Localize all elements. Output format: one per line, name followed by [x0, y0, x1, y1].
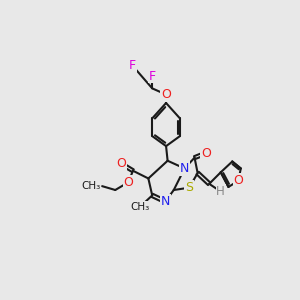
Text: N: N [180, 162, 189, 175]
Text: F: F [148, 70, 156, 83]
Text: H: H [216, 185, 225, 198]
Text: CH₃: CH₃ [81, 181, 101, 191]
Text: CH₃: CH₃ [130, 202, 149, 212]
Text: F: F [129, 59, 136, 72]
Text: O: O [161, 88, 171, 101]
Text: S: S [185, 181, 193, 194]
Text: N: N [160, 195, 170, 208]
Text: O: O [233, 174, 243, 187]
Text: O: O [116, 157, 126, 170]
Text: O: O [201, 146, 211, 160]
Text: O: O [123, 176, 133, 189]
